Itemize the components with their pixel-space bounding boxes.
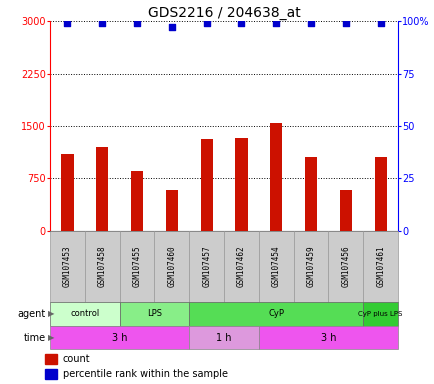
Text: GSM107457: GSM107457 [202, 245, 210, 287]
Text: GSM107460: GSM107460 [167, 245, 176, 287]
Bar [154, 231, 189, 302]
Point [342, 20, 349, 26]
Text: agent: agent [17, 309, 46, 319]
Text: control: control [70, 309, 99, 318]
Bar [61, 154, 73, 231]
Point [272, 20, 279, 26]
Text: LPS: LPS [147, 309, 161, 318]
Point [237, 20, 244, 26]
Text: 3 h: 3 h [112, 333, 127, 343]
Bar [189, 231, 224, 302]
Bar [119, 231, 154, 302]
Bar [131, 171, 143, 231]
Point [307, 20, 314, 26]
Text: GSM107462: GSM107462 [237, 245, 245, 287]
Text: percentile rank within the sample: percentile rank within the sample [62, 369, 227, 379]
Bar [304, 157, 316, 231]
Title: GDS2216 / 204638_at: GDS2216 / 204638_at [147, 6, 300, 20]
Bar [293, 231, 328, 302]
Bar [224, 231, 258, 302]
Bar [165, 190, 178, 231]
Bar [189, 302, 362, 326]
Text: 3 h: 3 h [320, 333, 335, 343]
Text: GSM107458: GSM107458 [98, 245, 106, 287]
Bar [96, 147, 108, 231]
Text: GSM107453: GSM107453 [63, 245, 72, 287]
Point [376, 20, 383, 26]
Bar [45, 369, 57, 379]
Bar [50, 302, 119, 326]
Text: time: time [23, 333, 46, 343]
Text: ▶: ▶ [48, 309, 54, 318]
Bar [85, 231, 119, 302]
Bar [189, 326, 258, 349]
Bar [328, 231, 362, 302]
Point [203, 20, 210, 26]
Bar [45, 354, 57, 364]
Bar [362, 231, 397, 302]
Bar [258, 231, 293, 302]
Text: GSM107456: GSM107456 [341, 245, 349, 287]
Text: count: count [62, 354, 90, 364]
Point [168, 24, 175, 30]
Text: GSM107461: GSM107461 [375, 245, 384, 287]
Bar [200, 139, 212, 231]
Bar [270, 123, 282, 231]
Bar [50, 231, 85, 302]
Text: CyP: CyP [268, 309, 283, 318]
Text: ▶: ▶ [48, 333, 54, 342]
Bar [50, 326, 189, 349]
Bar [374, 157, 386, 231]
Point [99, 20, 105, 26]
Point [133, 20, 140, 26]
Text: 1 h: 1 h [216, 333, 231, 343]
Bar [235, 138, 247, 231]
Point [64, 20, 71, 26]
Bar [258, 326, 397, 349]
Text: GSM107459: GSM107459 [306, 245, 315, 287]
Bar [362, 302, 397, 326]
Bar [119, 302, 189, 326]
Text: CyP plus LPS: CyP plus LPS [358, 311, 402, 317]
Text: GSM107454: GSM107454 [271, 245, 280, 287]
Text: GSM107455: GSM107455 [132, 245, 141, 287]
Bar [339, 190, 351, 231]
